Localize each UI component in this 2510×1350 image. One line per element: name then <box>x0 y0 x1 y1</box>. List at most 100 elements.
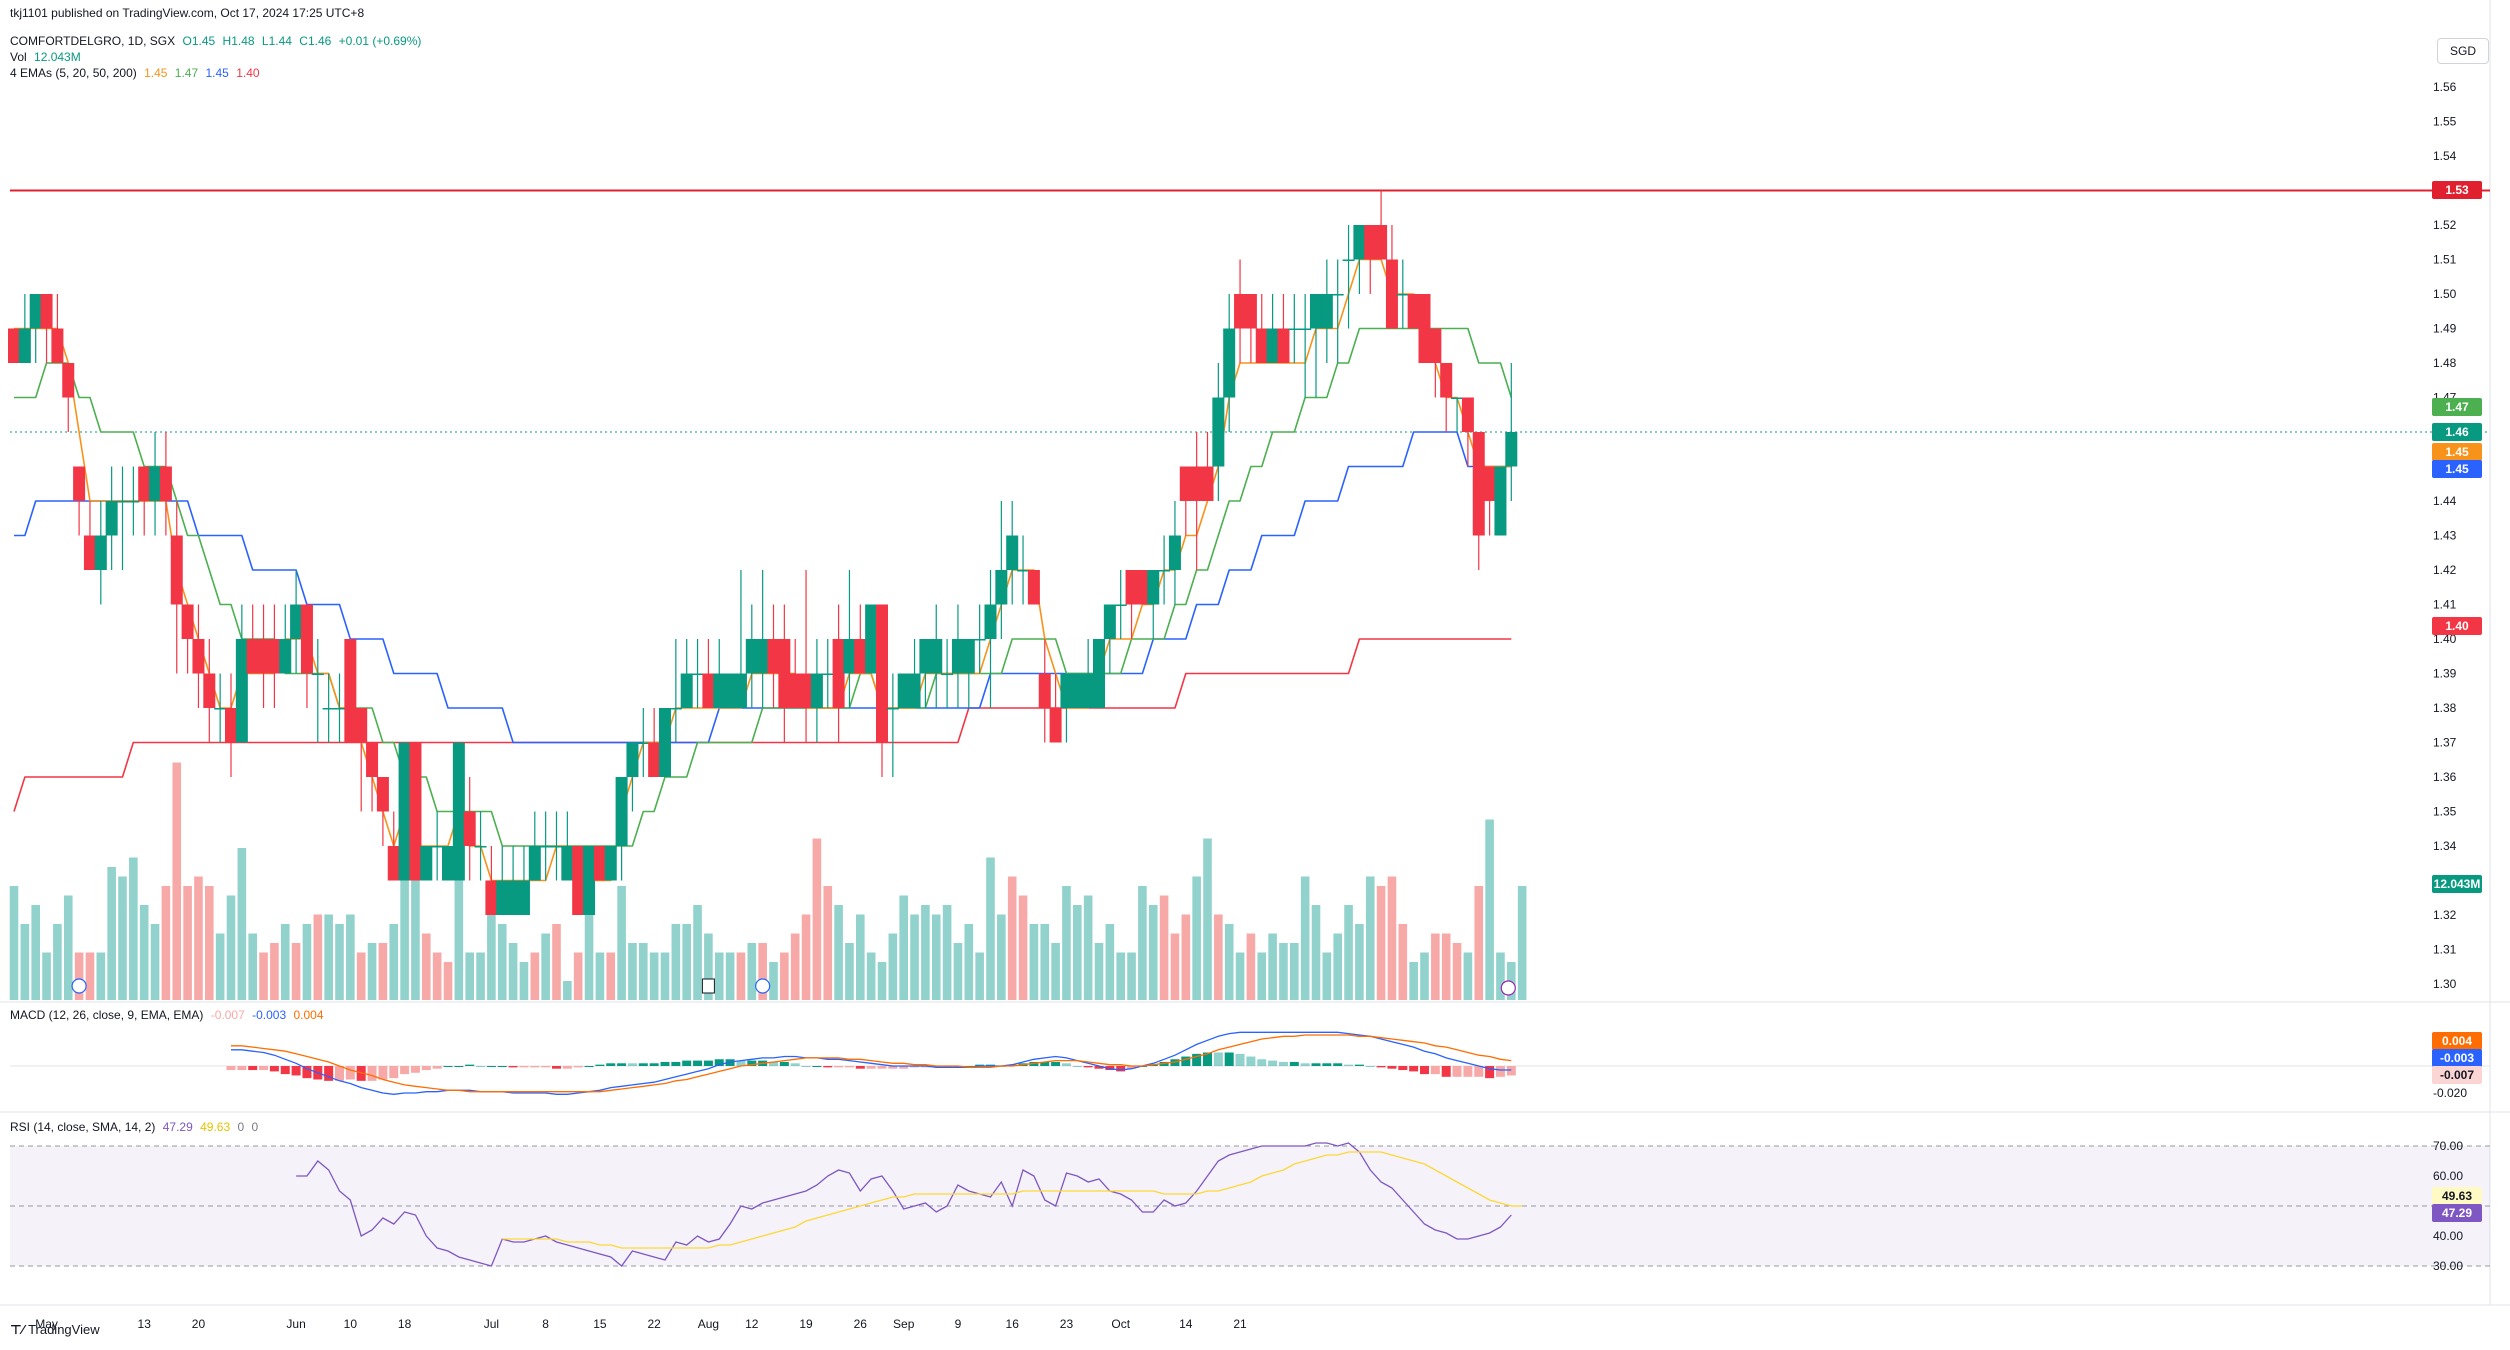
candle-body <box>810 673 823 708</box>
volume-bar <box>1235 952 1245 1000</box>
volume-bar <box>508 943 518 1000</box>
ema-legend[interactable]: 4 EMAs (5, 20, 50, 200) 1.45 1.47 1.45 1… <box>10 66 264 80</box>
volume-bar <box>747 943 757 1000</box>
candle-body <box>1385 259 1398 329</box>
macd-hist-bar <box>1322 1063 1332 1066</box>
volume-bar <box>639 943 648 1000</box>
candle-body <box>257 639 270 674</box>
macd-hist-bar <box>1192 1053 1202 1066</box>
ema50-price-tag-text: 1.45 <box>2445 462 2469 476</box>
macd-hist-bar <box>1344 1064 1354 1066</box>
volume-bar <box>595 952 605 1000</box>
price-tick-label: 1.39 <box>2433 667 2457 681</box>
candle-body <box>94 535 107 570</box>
brand-text: TradingView <box>28 1322 100 1337</box>
candle-body <box>1006 535 1019 570</box>
candle-body <box>138 466 151 501</box>
dividend-marker-icon <box>71 978 87 994</box>
candle-body <box>604 846 617 881</box>
volume-bar <box>1333 933 1342 1000</box>
candle-body <box>420 846 433 881</box>
volume-bar <box>1062 886 1071 1000</box>
candle-body <box>865 604 878 674</box>
ema50-value: 1.45 <box>205 66 229 80</box>
volume-value: 12.043M <box>34 50 81 64</box>
macd-hist-tag <box>2432 1066 2482 1084</box>
price-tick-label: 1.56 <box>2433 80 2457 94</box>
price-tags: 1.53 1.47 1.46 1.45 1.45 1.40 12.043M 0.004 -0.0… <box>2432 181 2482 1222</box>
price-tick-label: 1.44 <box>2433 494 2457 508</box>
currency-button[interactable]: SGD <box>2437 38 2489 64</box>
candle-body <box>745 639 758 674</box>
tradingview-logo[interactable]: ⊤⁄ TradingView <box>10 1322 100 1338</box>
macd-hist-bar <box>421 1066 431 1071</box>
macd-legend[interactable]: MACD (12, 26, close, 9, EMA, EMA) -0.007… <box>10 1008 328 1022</box>
candle-body <box>756 639 769 674</box>
volume-bar <box>845 943 854 1000</box>
candle-body <box>713 673 726 708</box>
rsi-pane <box>10 1142 2490 1267</box>
volume-bar <box>432 952 442 1000</box>
macd-hist-bar <box>1029 1061 1039 1066</box>
volume-bar <box>356 952 366 1000</box>
candle-body <box>73 466 86 501</box>
volume-bar <box>573 952 583 1000</box>
price-tick-label: 1.38 <box>2433 701 2457 715</box>
volume-bar <box>497 924 507 1000</box>
macd-hist-bar <box>617 1063 627 1066</box>
macd-pane <box>10 1031 2490 1095</box>
ema5-price-tag-text: 1.45 <box>2445 445 2469 459</box>
macd-hist-bar <box>1159 1061 1169 1066</box>
macd-hist-bar <box>834 1066 844 1068</box>
macd-hist-bar <box>910 1066 920 1068</box>
volume-bar <box>1224 924 1234 1000</box>
candle-body <box>366 742 379 777</box>
time-tick-label: 8 <box>542 1317 549 1331</box>
volume-bar <box>953 943 963 1000</box>
candle-body <box>116 501 129 503</box>
macd-hist-bar <box>769 1061 778 1066</box>
candle-body <box>1136 570 1149 605</box>
macd-hist-bar <box>573 1066 583 1068</box>
price-tick-label: 1.34 <box>2433 839 2457 853</box>
volume-legend[interactable]: Vol 12.043M <box>10 50 85 64</box>
rsi-legend[interactable]: RSI (14, close, SMA, 14, 2) 47.29 49.63 … <box>10 1120 262 1134</box>
volume-bar <box>465 952 474 1000</box>
volume-bar <box>400 876 409 1000</box>
macd-hist-bar <box>530 1066 540 1068</box>
macd-hist-bar <box>1061 1063 1071 1066</box>
candle-body <box>854 639 867 674</box>
volume-bar <box>1463 952 1473 1000</box>
macd-hist-bar <box>638 1063 648 1066</box>
price-tick-label: 1.50 <box>2433 287 2457 301</box>
volume-bar <box>443 962 453 1000</box>
macd-tick-label: -0.020 <box>2433 1086 2467 1100</box>
symbol-name[interactable]: COMFORTDELGRO, 1D, SGX <box>10 34 176 48</box>
candle-body <box>832 639 845 708</box>
volume-bar <box>226 895 236 1000</box>
candle-body <box>637 742 650 744</box>
candle-body <box>1114 604 1127 606</box>
candle-body <box>279 639 292 674</box>
volume-bar <box>997 914 1006 1000</box>
candle-body <box>886 708 899 710</box>
candle-body <box>149 466 162 501</box>
candle-body <box>1158 570 1171 572</box>
price-tick-label: 1.40 <box>2433 632 2457 646</box>
ema50-price-tag <box>2432 460 2482 478</box>
rsi-tick-label: 70.00 <box>2433 1139 2463 1153</box>
time-tick-label: Aug <box>698 1317 719 1331</box>
volume-bar <box>1365 876 1375 1000</box>
rsi-ma-tag-text: 49.63 <box>2442 1189 2472 1203</box>
candle-body <box>1288 328 1301 330</box>
macd-hist-bar <box>693 1060 703 1066</box>
candle-body <box>1027 570 1040 605</box>
candle-body <box>984 604 997 639</box>
candle-body <box>659 708 671 777</box>
macd-hist-bar <box>1409 1066 1419 1072</box>
volume-bar <box>1018 895 1028 1000</box>
published-line: tkj1101 published on TradingView.com, Oc… <box>10 6 368 20</box>
candle-body <box>8 328 20 363</box>
volume-bar <box>649 952 659 1000</box>
